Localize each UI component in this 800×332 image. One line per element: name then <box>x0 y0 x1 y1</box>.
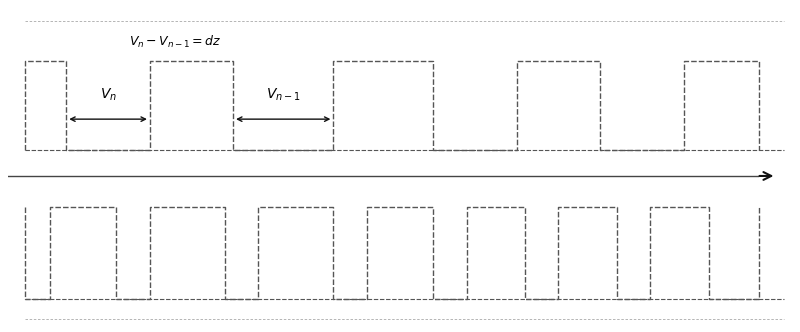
Text: $V_n - V_{n-1} = dz$: $V_n - V_{n-1} = dz$ <box>129 34 221 49</box>
Text: $V_{n-1}$: $V_{n-1}$ <box>266 87 301 103</box>
Text: $V_n$: $V_n$ <box>99 87 117 103</box>
